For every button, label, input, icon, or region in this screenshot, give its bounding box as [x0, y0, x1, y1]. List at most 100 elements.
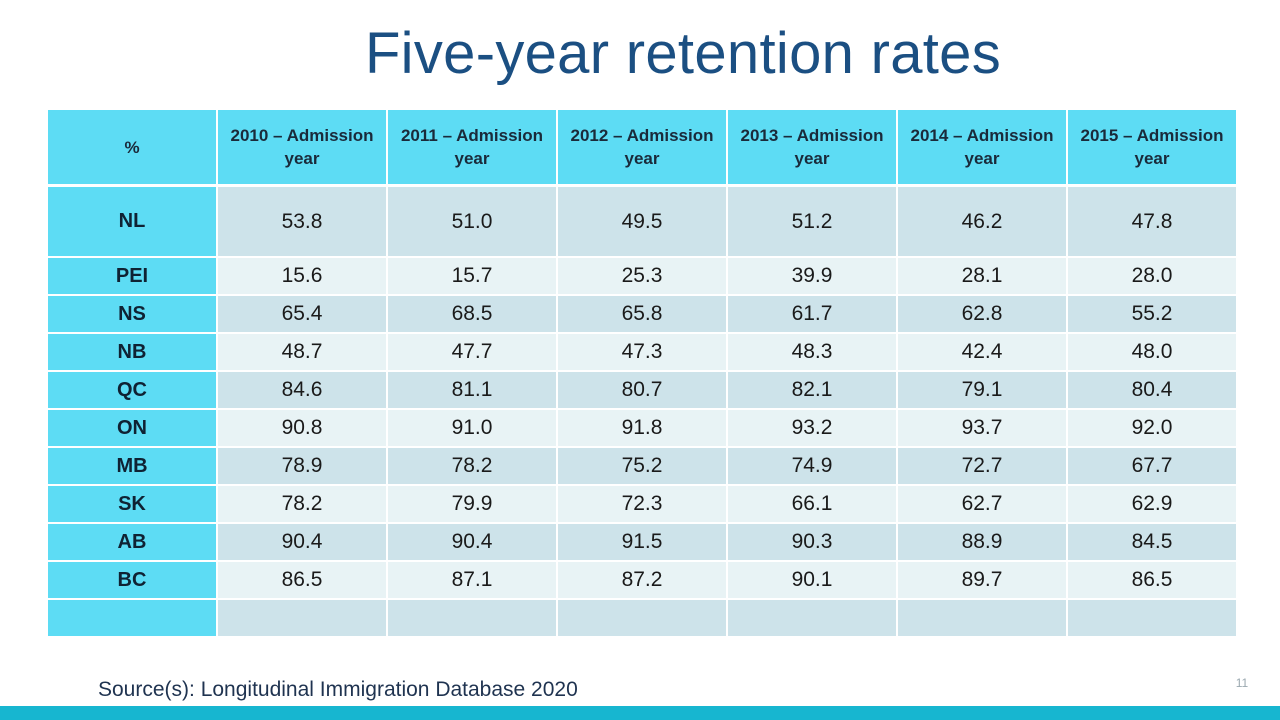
row-label: BC	[48, 562, 218, 600]
table-cell: 51.0	[388, 187, 558, 258]
table-cell: 87.2	[558, 562, 728, 600]
table-cell: 51.2	[728, 187, 898, 258]
table-cell: 80.4	[1068, 372, 1238, 410]
table-cell: 90.1	[728, 562, 898, 600]
table-cell: 80.7	[558, 372, 728, 410]
table-cell	[728, 600, 898, 638]
table-cell: 49.5	[558, 187, 728, 258]
table-cell: 61.7	[728, 296, 898, 334]
table-cell: 47.3	[558, 334, 728, 372]
row-label: NL	[48, 187, 218, 258]
table-cell	[898, 600, 1068, 638]
table-cell: 28.1	[898, 258, 1068, 296]
table-cell: 72.7	[898, 448, 1068, 486]
table-cell: 15.6	[218, 258, 388, 296]
table-cell: 28.0	[1068, 258, 1238, 296]
row-label: NS	[48, 296, 218, 334]
table-cell	[218, 600, 388, 638]
table-cell: 92.0	[1068, 410, 1238, 448]
table-cell: 25.3	[558, 258, 728, 296]
column-header-2010: 2010 – Admission year	[218, 110, 388, 187]
table-row: ON 90.8 91.0 91.8 93.2 93.7 92.0	[48, 410, 1238, 448]
table-cell: 88.9	[898, 524, 1068, 562]
table-cell: 62.8	[898, 296, 1068, 334]
table-cell: 67.7	[1068, 448, 1238, 486]
table-cell: 90.4	[388, 524, 558, 562]
table-cell: 79.1	[898, 372, 1068, 410]
table-cell: 39.9	[728, 258, 898, 296]
table-row: NS 65.4 68.5 65.8 61.7 62.8 55.2	[48, 296, 1238, 334]
table-cell: 91.5	[558, 524, 728, 562]
slide-title: Five-year retention rates	[364, 21, 1002, 86]
table-cell: 55.2	[1068, 296, 1238, 334]
table-cell: 72.3	[558, 486, 728, 524]
retention-table: % 2010 – Admission year 2011 – Admission…	[48, 110, 1238, 638]
table-cell: 48.0	[1068, 334, 1238, 372]
table-cell: 90.3	[728, 524, 898, 562]
table-row-empty	[48, 600, 1238, 638]
table-cell: 91.8	[558, 410, 728, 448]
row-label: SK	[48, 486, 218, 524]
table-cell: 78.2	[388, 448, 558, 486]
table-cell: 87.1	[388, 562, 558, 600]
table-cell: 46.2	[898, 187, 1068, 258]
column-header-2015: 2015 – Admission year	[1068, 110, 1238, 187]
table-cell: 79.9	[388, 486, 558, 524]
row-label: MB	[48, 448, 218, 486]
table-cell: 48.7	[218, 334, 388, 372]
table-row: MB 78.9 78.2 75.2 74.9 72.7 67.7	[48, 448, 1238, 486]
column-header-2014: 2014 – Admission year	[898, 110, 1068, 187]
table-cell: 93.7	[898, 410, 1068, 448]
table-cell	[558, 600, 728, 638]
table-cell: 93.2	[728, 410, 898, 448]
table-cell: 81.1	[388, 372, 558, 410]
table-row: BC 86.5 87.1 87.2 90.1 89.7 86.5	[48, 562, 1238, 600]
table-cell: 84.5	[1068, 524, 1238, 562]
table-row: QC 84.6 81.1 80.7 82.1 79.1 80.4	[48, 372, 1238, 410]
row-label: AB	[48, 524, 218, 562]
row-label: QC	[48, 372, 218, 410]
table-cell: 68.5	[388, 296, 558, 334]
table-cell: 91.0	[388, 410, 558, 448]
table-row: SK 78.2 79.9 72.3 66.1 62.7 62.9	[48, 486, 1238, 524]
table-row: AB 90.4 90.4 91.5 90.3 88.9 84.5	[48, 524, 1238, 562]
table-cell: 78.9	[218, 448, 388, 486]
row-label: ON	[48, 410, 218, 448]
table-cell: 75.2	[558, 448, 728, 486]
table-cell: 62.9	[1068, 486, 1238, 524]
column-header-2013: 2013 – Admission year	[728, 110, 898, 187]
row-label: PEI	[48, 258, 218, 296]
source-note: Source(s): Longitudinal Immigration Data…	[98, 678, 578, 701]
table-cell: 65.4	[218, 296, 388, 334]
table-cell: 48.3	[728, 334, 898, 372]
table-row: PEI 15.6 15.7 25.3 39.9 28.1 28.0	[48, 258, 1238, 296]
row-label	[48, 600, 218, 638]
table-cell: 47.7	[388, 334, 558, 372]
table-cell: 82.1	[728, 372, 898, 410]
column-header-2011: 2011 – Admission year	[388, 110, 558, 187]
page-number: 11	[1235, 676, 1249, 690]
table-cell: 15.7	[388, 258, 558, 296]
table-cell: 86.5	[1068, 562, 1238, 600]
row-label: NB	[48, 334, 218, 372]
table-cell: 90.4	[218, 524, 388, 562]
table-row: NL 53.8 51.0 49.5 51.2 46.2 47.8	[48, 187, 1238, 258]
table-cell: 65.8	[558, 296, 728, 334]
column-header-2012: 2012 – Admission year	[558, 110, 728, 187]
table-cell: 86.5	[218, 562, 388, 600]
table-cell: 89.7	[898, 562, 1068, 600]
table-cell: 42.4	[898, 334, 1068, 372]
table-cell: 84.6	[218, 372, 388, 410]
table-cell: 66.1	[728, 486, 898, 524]
table-cell: 74.9	[728, 448, 898, 486]
header-corner-cell: %	[48, 110, 218, 187]
table-cell	[1068, 600, 1238, 638]
table-cell: 90.8	[218, 410, 388, 448]
table-row: NB 48.7 47.7 47.3 48.3 42.4 48.0	[48, 334, 1238, 372]
table-cell: 78.2	[218, 486, 388, 524]
table-cell: 53.8	[218, 187, 388, 258]
table-cell: 47.8	[1068, 187, 1238, 258]
table-cell	[388, 600, 558, 638]
table-cell: 62.7	[898, 486, 1068, 524]
table-header-row: % 2010 – Admission year 2011 – Admission…	[48, 110, 1238, 187]
